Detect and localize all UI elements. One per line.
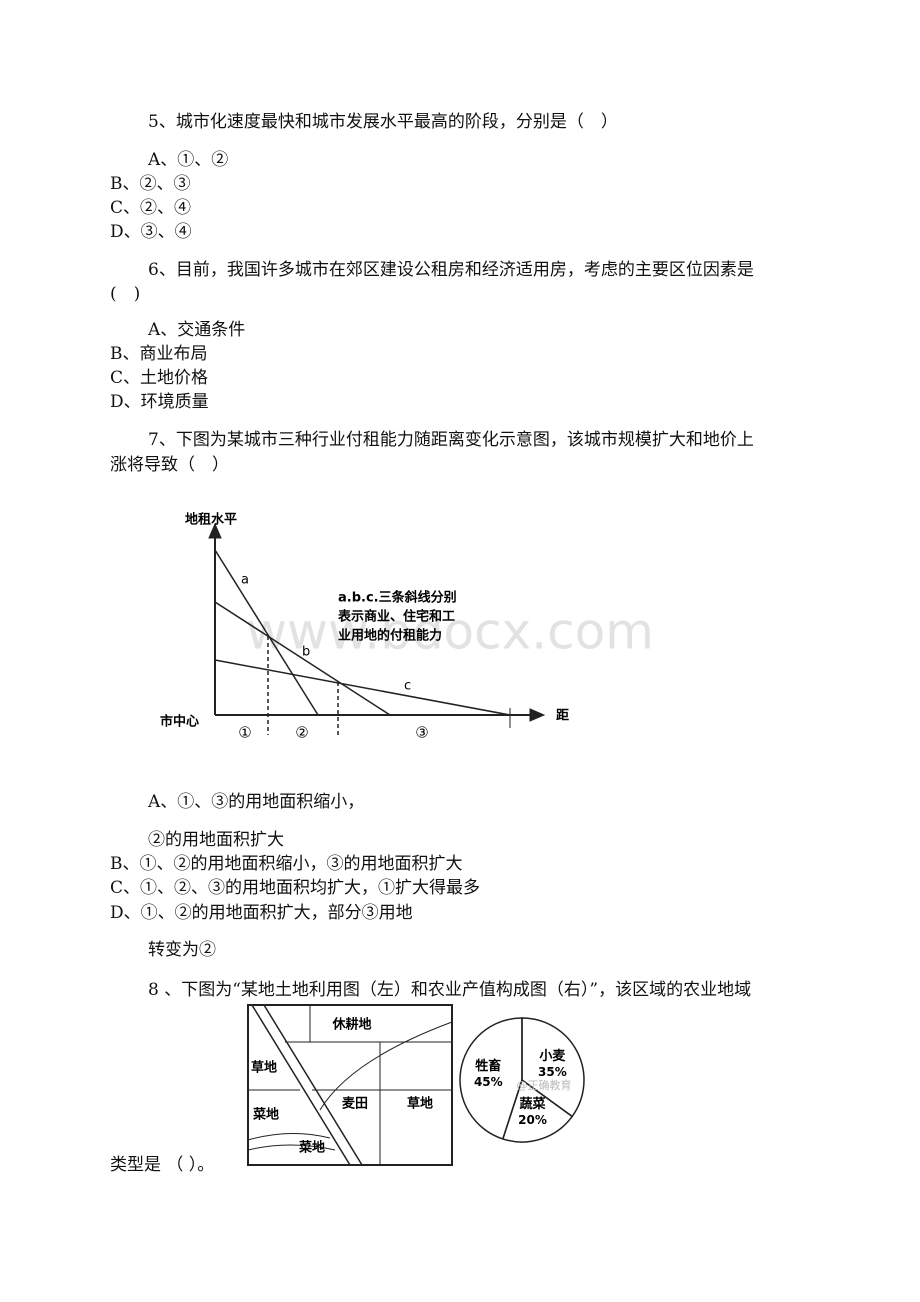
note: 业用地的付租能力	[338, 628, 442, 644]
question-stem: 7、下图为某城市三种行业付租能力随距离变化示意图，该城市规模扩大和地价上	[148, 430, 754, 450]
map-label: 草地	[407, 1096, 433, 1112]
curve-label: c	[404, 679, 411, 694]
curve-label: b	[302, 645, 310, 660]
slice-label: 蔬菜	[520, 1096, 546, 1112]
rent-line	[214, 601, 391, 716]
option: C、①、②、③的用地面积均扩大，①扩大得最多	[110, 878, 481, 898]
option: B、①、②的用地面积缩小，③的用地面积扩大	[110, 854, 463, 874]
option: D、③、④	[110, 222, 192, 242]
slice-label: 小麦	[539, 1048, 566, 1064]
question-stem: ( )	[110, 284, 141, 304]
option: D、①、②的用地面积扩大，部分③用地	[110, 903, 413, 923]
option: C、②、④	[110, 198, 192, 218]
slice-label: 牲畜	[475, 1058, 501, 1074]
watermark: @正确教育	[517, 1078, 572, 1092]
map-label: 休耕地	[331, 1017, 371, 1033]
question-stem: 6、目前，我国许多城市在郊区建设公租房和经济适用房，考虑的主要区位因素是	[148, 260, 754, 280]
path	[319, 1021, 453, 1111]
river	[247, 1144, 336, 1151]
land-use-map: 休耕地 草地 菜地 麦田 草地 菜地	[247, 1004, 453, 1166]
watermark: www.bdocx.com	[246, 603, 654, 661]
arrow	[208, 522, 222, 539]
map-label: 麦田	[342, 1096, 368, 1112]
option: 转变为②	[148, 940, 216, 960]
note: a.b.c.三条斜线分别	[338, 590, 457, 606]
rent-line	[214, 549, 319, 716]
pie-slice	[501, 1078, 574, 1143]
axis-label: 地租水平	[185, 512, 237, 528]
zone-label: ③	[415, 724, 428, 742]
arrow	[529, 708, 546, 722]
question-stem: 类型是 （ ）。	[110, 1155, 215, 1175]
note: 表示商业、住宅和工	[337, 609, 455, 625]
question-stem: 5、城市化速度最快和城市发展水平最高的阶段，分别是（ ）	[148, 112, 618, 132]
option: D、环境质量	[110, 392, 209, 412]
map-label: 菜地	[298, 1140, 325, 1156]
option: ②的用地面积扩大	[148, 830, 284, 850]
axis-label: 距	[556, 709, 569, 724]
zone-label: ①	[238, 724, 251, 742]
river	[247, 1133, 331, 1141]
option: A、交通条件	[148, 320, 246, 340]
rent-diagram: www.bdocx.com 地租水平 距 市中心 a b c a.b.c.三条斜…	[160, 512, 654, 742]
road	[251, 1004, 351, 1166]
option: C、土地价格	[110, 368, 209, 388]
question-stem: 涨将导致（ ）	[110, 455, 229, 475]
option: A、①、③的用地面积缩小，	[148, 792, 365, 812]
zone-label: ②	[295, 724, 308, 742]
pie-slice	[521, 1017, 585, 1118]
slice-value: 35%	[538, 1065, 567, 1079]
pie-slice	[459, 1017, 523, 1140]
option: B、商业布局	[110, 344, 208, 364]
rent-line	[214, 659, 511, 716]
slice-value: 45%	[474, 1075, 503, 1089]
question-stem: 8 、下图为“某地土地利用图（左）和农业产值构成图（右）”，该区域的农业地域	[148, 980, 752, 1000]
map-label: 草地	[251, 1060, 277, 1076]
slice-value: 20%	[518, 1113, 547, 1127]
curve-label: a	[241, 573, 249, 588]
option: A、①、②	[148, 150, 229, 170]
map-label: 菜地	[252, 1107, 279, 1123]
origin-label: 市中心	[160, 714, 199, 730]
option: B、②、③	[110, 174, 191, 194]
road	[263, 1004, 363, 1166]
